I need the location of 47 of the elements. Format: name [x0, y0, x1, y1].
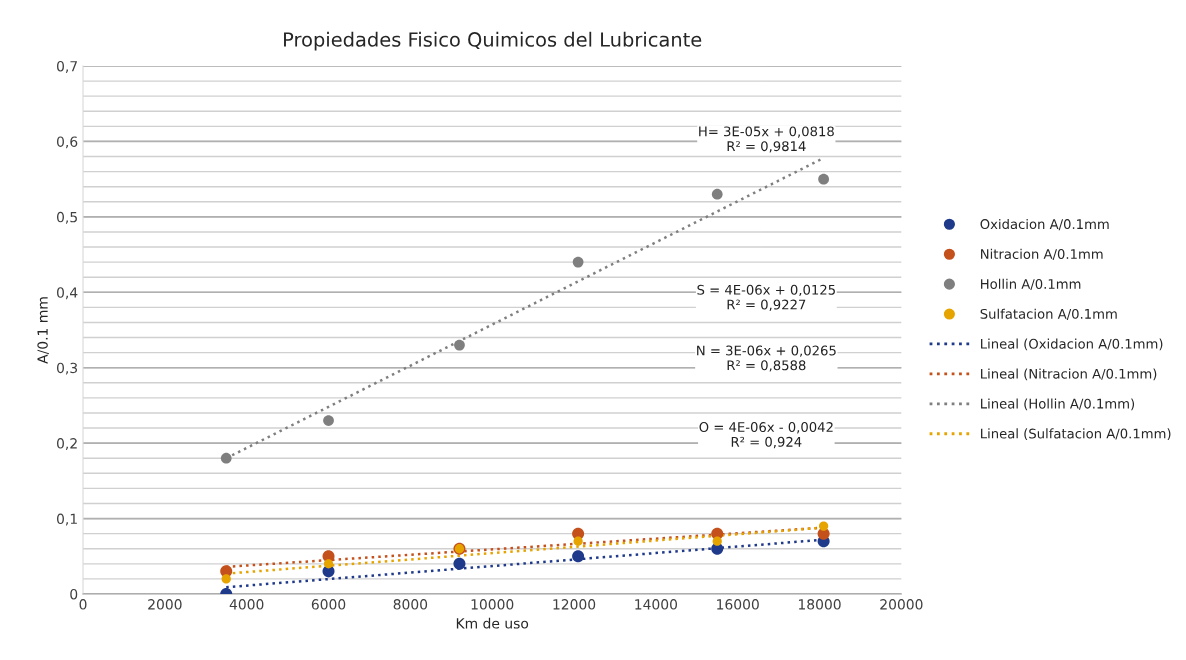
point — [220, 452, 232, 464]
x-tick-label: 6000 — [311, 599, 346, 610]
x-tick-label: 4000 — [229, 599, 264, 610]
legend-label: Lineal (Hollin A/0.1mm) — [981, 398, 1135, 411]
y-tick-label: 0 — [70, 588, 78, 600]
x-tick-label: 18000 — [798, 599, 841, 610]
point — [712, 536, 722, 546]
x-tick-label: 14000 — [635, 599, 678, 610]
point — [221, 574, 231, 584]
y-axis-title: A/0.1 mm — [37, 297, 49, 364]
x-tick-label: 0 — [79, 599, 87, 610]
chart-title: Propiedades Fisico Quimicos del Lubricante — [284, 31, 702, 51]
annotation: N = 3E-06x + 0,0265 R² = 0,8588 — [697, 345, 836, 372]
point — [323, 559, 334, 569]
legend-label: Lineal (Sulfatacion A/0.1mm) — [981, 428, 1171, 441]
point — [572, 256, 584, 268]
x-tick-label: 2000 — [148, 599, 182, 610]
legend-label: Nitracion A/0.1mm — [981, 248, 1103, 261]
x-axis-title: Km de uso — [456, 617, 529, 629]
point — [572, 550, 585, 563]
point — [323, 415, 334, 426]
y-tick-label: 0,1 — [56, 513, 77, 526]
x-tick-label: 12000 — [553, 599, 596, 610]
legend-label: Oxidacion A/0.1mm — [980, 218, 1109, 231]
x-tick-label: 20000 — [880, 599, 923, 610]
point — [818, 173, 829, 185]
legend-label: Lineal (Oxidacion A/0.1mm) — [981, 338, 1163, 351]
y-tick-label: 0,7 — [56, 60, 77, 73]
annotation: H= 3E-05x + 0,0818 R² = 0,9814 — [699, 126, 834, 153]
y-tick-label: 0,4 — [56, 287, 78, 300]
legend-label: Lineal (Nitracion A/0.1mm) — [981, 368, 1157, 381]
point — [818, 521, 829, 531]
point — [454, 339, 465, 351]
point — [711, 188, 723, 200]
point — [573, 536, 583, 546]
y-tick-label: 0,3 — [56, 362, 78, 375]
y-tick-label: 0,2 — [56, 438, 77, 451]
x-tick-label: 10000 — [471, 599, 514, 610]
legend-label: Sulfatacion A/0.1mm — [980, 308, 1117, 320]
x-tick-label: 8000 — [393, 599, 428, 610]
point — [453, 557, 466, 570]
x-tick-label: 16000 — [717, 599, 759, 610]
legend-label: Hollin A/0.1mm — [981, 278, 1081, 290]
annotation: S = 4E-06x + 0,0125 R² = 0,9227 — [697, 284, 835, 311]
y-tick-label: 0,6 — [56, 136, 78, 149]
y-tick-label: 0,5 — [56, 211, 77, 224]
annotation: O = 4E-06x - 0,0042 R² = 0,924 — [699, 422, 833, 449]
